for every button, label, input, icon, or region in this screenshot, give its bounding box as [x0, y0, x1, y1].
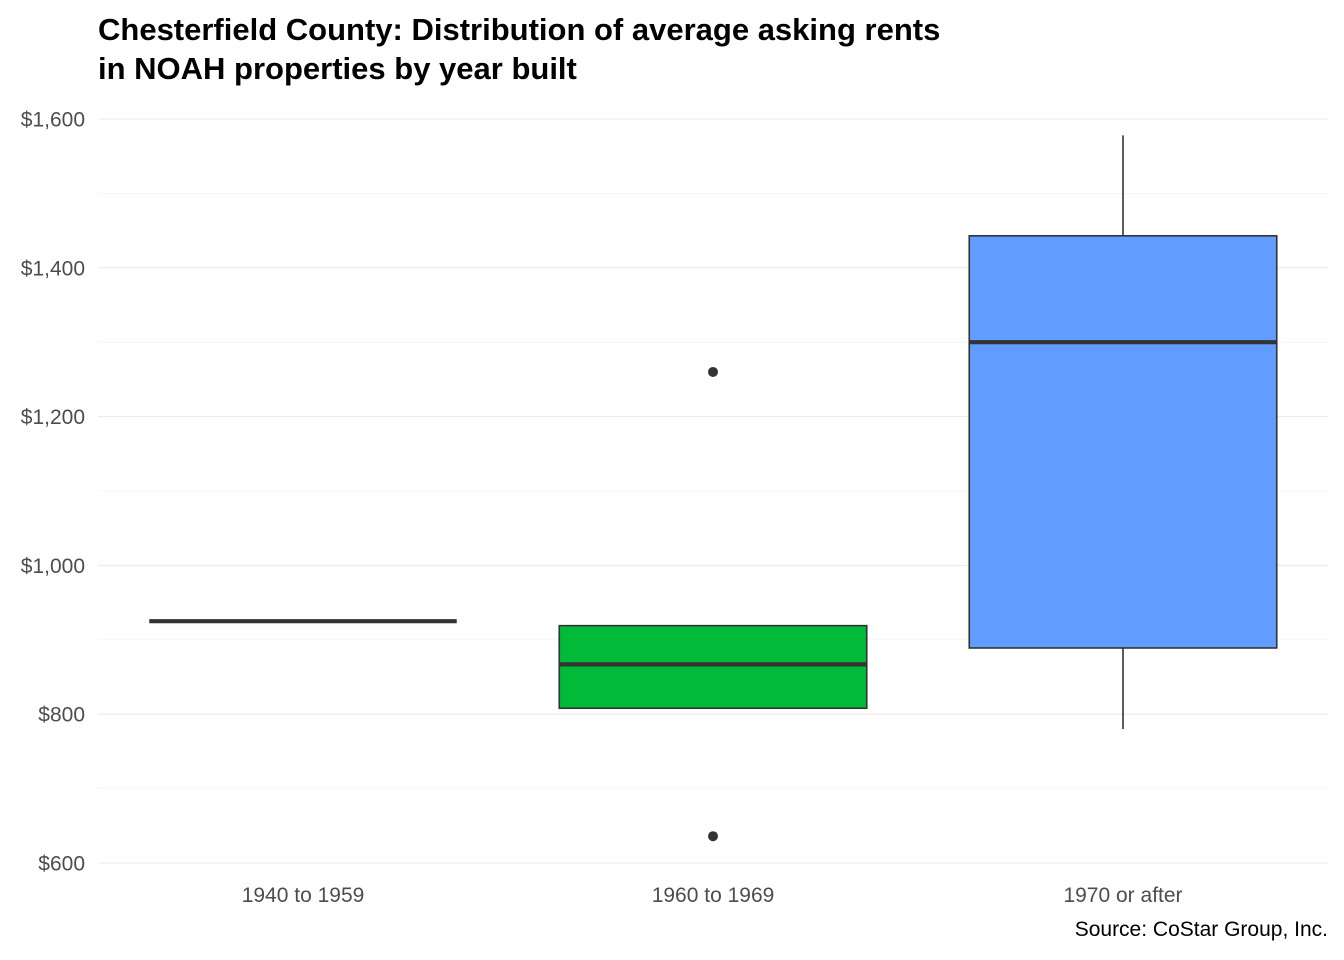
x-tick-label: 1960 to 1969 — [652, 884, 775, 907]
outlier-point — [708, 366, 718, 377]
y-axis-tick-labels: $600 $800 $1,000 $1,200 $1,400 $1,600 — [21, 109, 85, 876]
y-tick-label: $1,400 — [21, 257, 85, 280]
chart-title: Chesterfield County: Distribution of ave… — [98, 10, 940, 88]
boxplot-series — [149, 135, 1278, 842]
y-tick-label: $1,600 — [21, 109, 85, 132]
x-axis-tick-labels: 1940 to 1959 1960 to 1969 1970 or after — [242, 884, 1183, 907]
source-caption: Source: CoStar Group, Inc. — [1074, 918, 1328, 941]
outlier-point — [708, 831, 718, 842]
y-tick-label: $1,000 — [21, 555, 85, 578]
chart-title-line-1: Chesterfield County: Distribution of ave… — [98, 12, 941, 47]
y-tick-label: $800 — [38, 704, 85, 727]
chart-title-line-2: in NOAH properties by year built — [98, 51, 577, 86]
box-2 — [558, 366, 868, 842]
box-body — [968, 235, 1278, 649]
y-tick-label: $600 — [38, 853, 85, 876]
box-3 — [968, 135, 1278, 730]
x-tick-label: 1940 to 1959 — [242, 884, 365, 907]
box-body — [558, 624, 868, 710]
y-tick-label: $1,200 — [21, 406, 85, 429]
x-tick-label: 1970 or after — [1063, 884, 1182, 907]
